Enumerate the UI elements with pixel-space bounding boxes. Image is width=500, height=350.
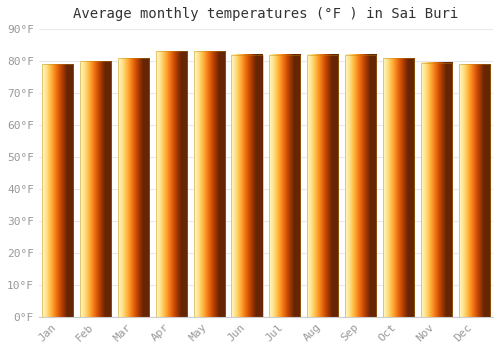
Title: Average monthly temperatures (°F ) in Sai Buri: Average monthly temperatures (°F ) in Sa…: [74, 7, 458, 21]
